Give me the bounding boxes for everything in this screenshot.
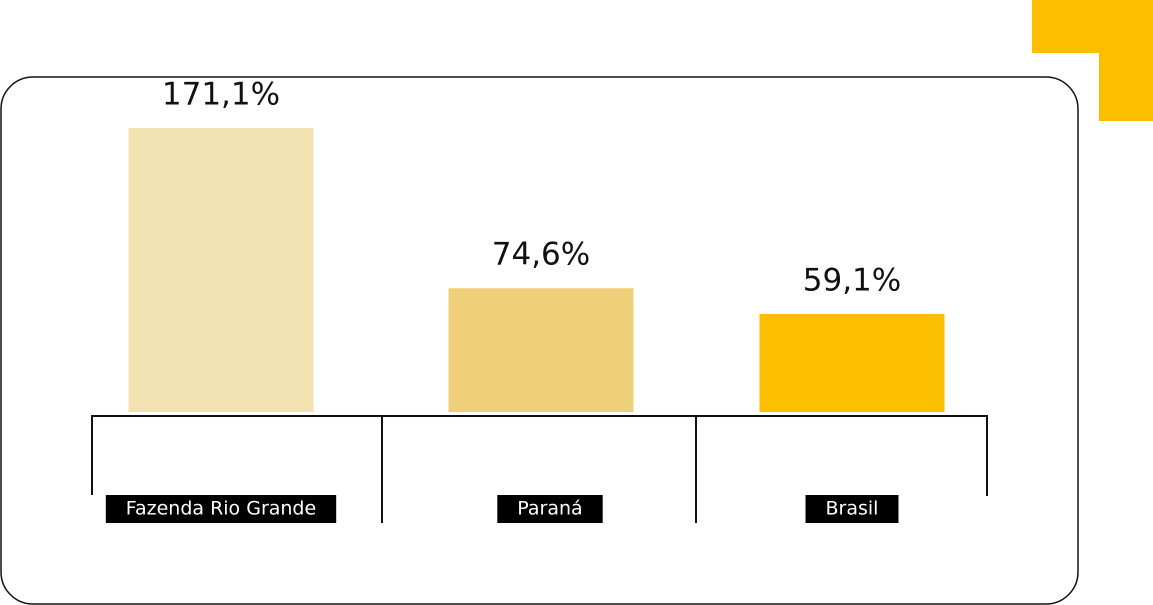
value-label: 171,1% — [162, 77, 280, 113]
corner-decoration — [1032, 0, 1153, 121]
value-label: 59,1% — [803, 262, 901, 298]
category-label: Fazenda Rio Grande — [126, 498, 316, 520]
value-label: 74,6% — [492, 237, 590, 273]
bar — [448, 288, 634, 412]
category-label-bg — [805, 495, 899, 523]
bar — [128, 128, 314, 412]
category-label: Brasil — [826, 498, 879, 520]
category-label-bg — [105, 495, 337, 523]
bar — [759, 313, 945, 412]
category-label: Paraná — [517, 498, 582, 520]
category-label-bg — [497, 495, 603, 523]
